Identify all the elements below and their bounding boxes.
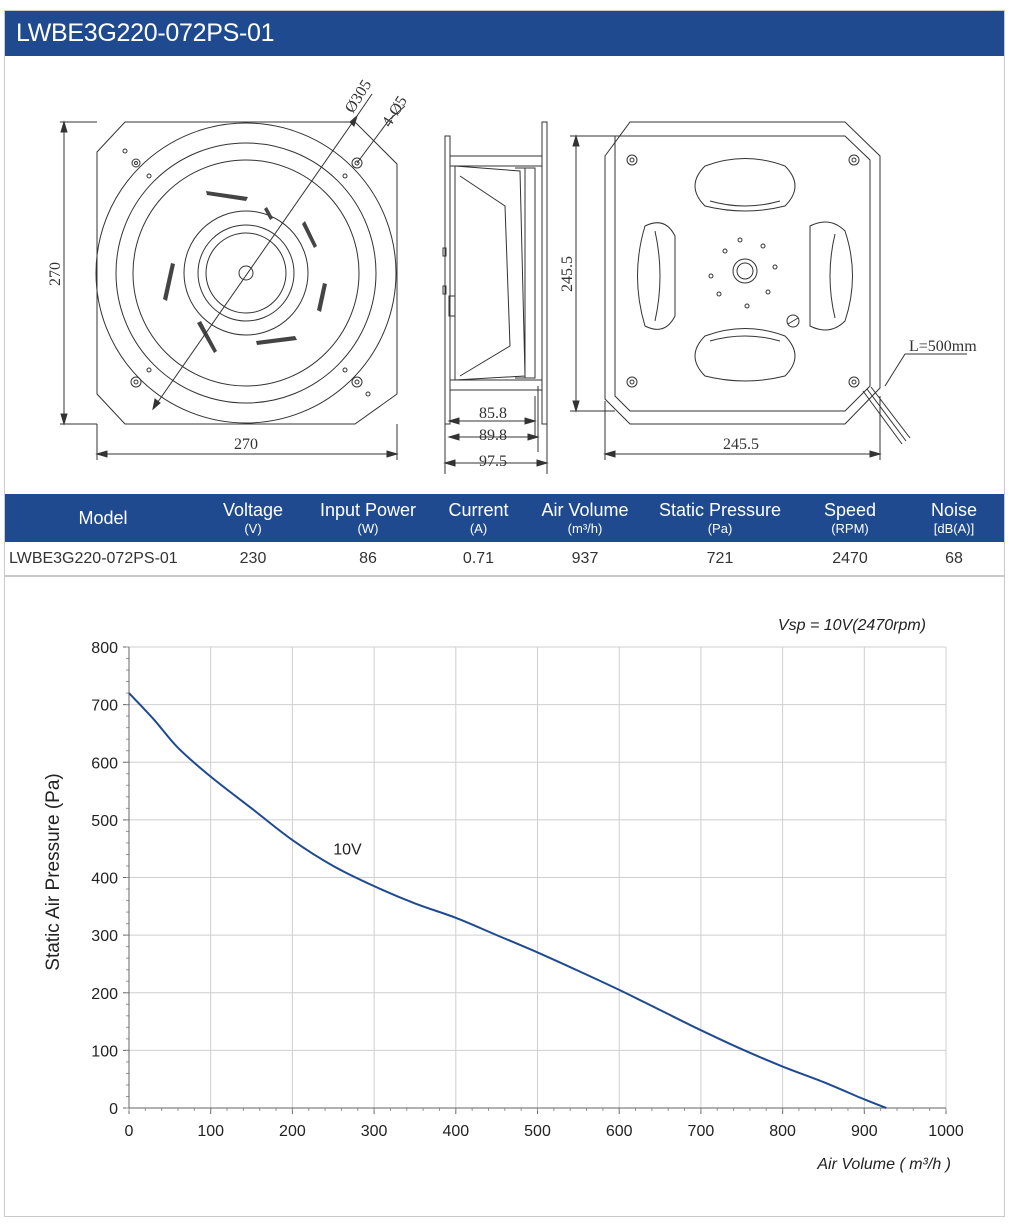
col-noise: Noise [dB(A)] <box>904 494 1004 542</box>
col-air-volume: Air Volume (m³/h) <box>526 494 644 542</box>
front-view <box>60 93 406 460</box>
x-tick-label: 500 <box>524 1123 551 1140</box>
spec-table: Model Voltage (V) Input Power (W) Current(… <box>5 494 1004 576</box>
col-static-pressure: Static Pressure (Pa) <box>644 494 796 542</box>
chart-series: 10V <box>128 692 887 1109</box>
col-input-power: Input Power (W) <box>305 494 431 542</box>
table-header-row: Model Voltage (V) Input Power (W) Current(… <box>5 494 1004 542</box>
table-row: LWBE3G220-072PS-01 230 86 0.71 937 721 2… <box>5 542 1004 576</box>
performance-chart: 0 100 200 300 400 500 600 700 800 900 1000 0 100 200 3… <box>43 617 964 1173</box>
page-frame <box>4 10 1005 1217</box>
x-tick-label: 400 <box>442 1123 469 1140</box>
x-tick-label: 600 <box>606 1123 633 1140</box>
cell-speed: 2470 <box>796 542 904 576</box>
y-tick-label: 700 <box>91 698 118 715</box>
side-view <box>442 121 549 474</box>
x-tick-label: 900 <box>851 1123 878 1140</box>
side-dim-1: 85.8 <box>479 405 507 422</box>
x-axis-label: Air Volume ( m³/h ) <box>816 1156 951 1173</box>
holes-label: 4-Ø5 <box>379 93 411 130</box>
chart-annotation: Vsp = 10V(2470rpm) <box>778 617 926 634</box>
page-title: LWBE3G220-072PS-01 <box>5 11 1004 56</box>
y-tick-label: 800 <box>91 640 118 657</box>
y-tick-label: 600 <box>91 755 118 772</box>
cable-label: L=500mm <box>909 338 977 355</box>
chart-axes <box>123 646 947 1114</box>
back-height-label: 245.5 <box>559 256 576 292</box>
cell-static-pressure: 721 <box>644 542 796 576</box>
col-speed: Speed (RPM) <box>796 494 904 542</box>
y-tick-label: 100 <box>91 1043 118 1060</box>
cell-model: LWBE3G220-072PS-01 <box>5 542 201 576</box>
y-tick-label: 400 <box>91 871 118 888</box>
x-tick-label: 0 <box>125 1123 134 1140</box>
side-dim-3: 97.5 <box>479 453 507 470</box>
cell-noise: 68 <box>904 542 1004 576</box>
side-dim-2: 89.8 <box>479 427 507 444</box>
chart-grid <box>129 646 947 1108</box>
y-tick-label: 300 <box>91 928 118 945</box>
cell-input-power: 86 <box>305 542 431 576</box>
x-tick-label: 700 <box>688 1123 715 1140</box>
x-tick-label: 800 <box>769 1123 796 1140</box>
cell-voltage: 230 <box>201 542 305 576</box>
front-height-label: 270 <box>47 262 64 286</box>
y-tick-label: 500 <box>91 813 118 830</box>
back-view <box>570 121 967 460</box>
y-tick-label: 0 <box>109 1101 118 1118</box>
col-model: Model <box>5 494 201 542</box>
x-tick-label: 1000 <box>928 1123 964 1140</box>
chart-tick-labels: 0 100 200 300 400 500 600 700 800 900 1000 0 100 200 3… <box>91 640 964 1140</box>
back-width-label: 245.5 <box>723 436 759 453</box>
y-tick-label: 200 <box>91 986 118 1003</box>
front-width-label: 270 <box>234 436 258 453</box>
cell-current: 0.71 <box>431 542 526 576</box>
x-tick-label: 300 <box>361 1123 388 1140</box>
col-current: Current (A) <box>431 494 526 542</box>
cell-air-volume: 937 <box>526 542 644 576</box>
x-tick-label: 100 <box>197 1123 224 1140</box>
x-tick-label: 200 <box>279 1123 306 1140</box>
series-label-10v: 10V <box>333 841 362 858</box>
col-voltage: Voltage (V) <box>201 494 305 542</box>
y-axis-label: Static Air Pressure (Pa) <box>43 773 64 970</box>
section-divider <box>5 576 1004 577</box>
series-line-10v <box>128 692 887 1109</box>
dimension-drawing: Ø305 4-Ø5 270 270 85.8 89.8 97.5 245.5 2… <box>47 77 977 474</box>
